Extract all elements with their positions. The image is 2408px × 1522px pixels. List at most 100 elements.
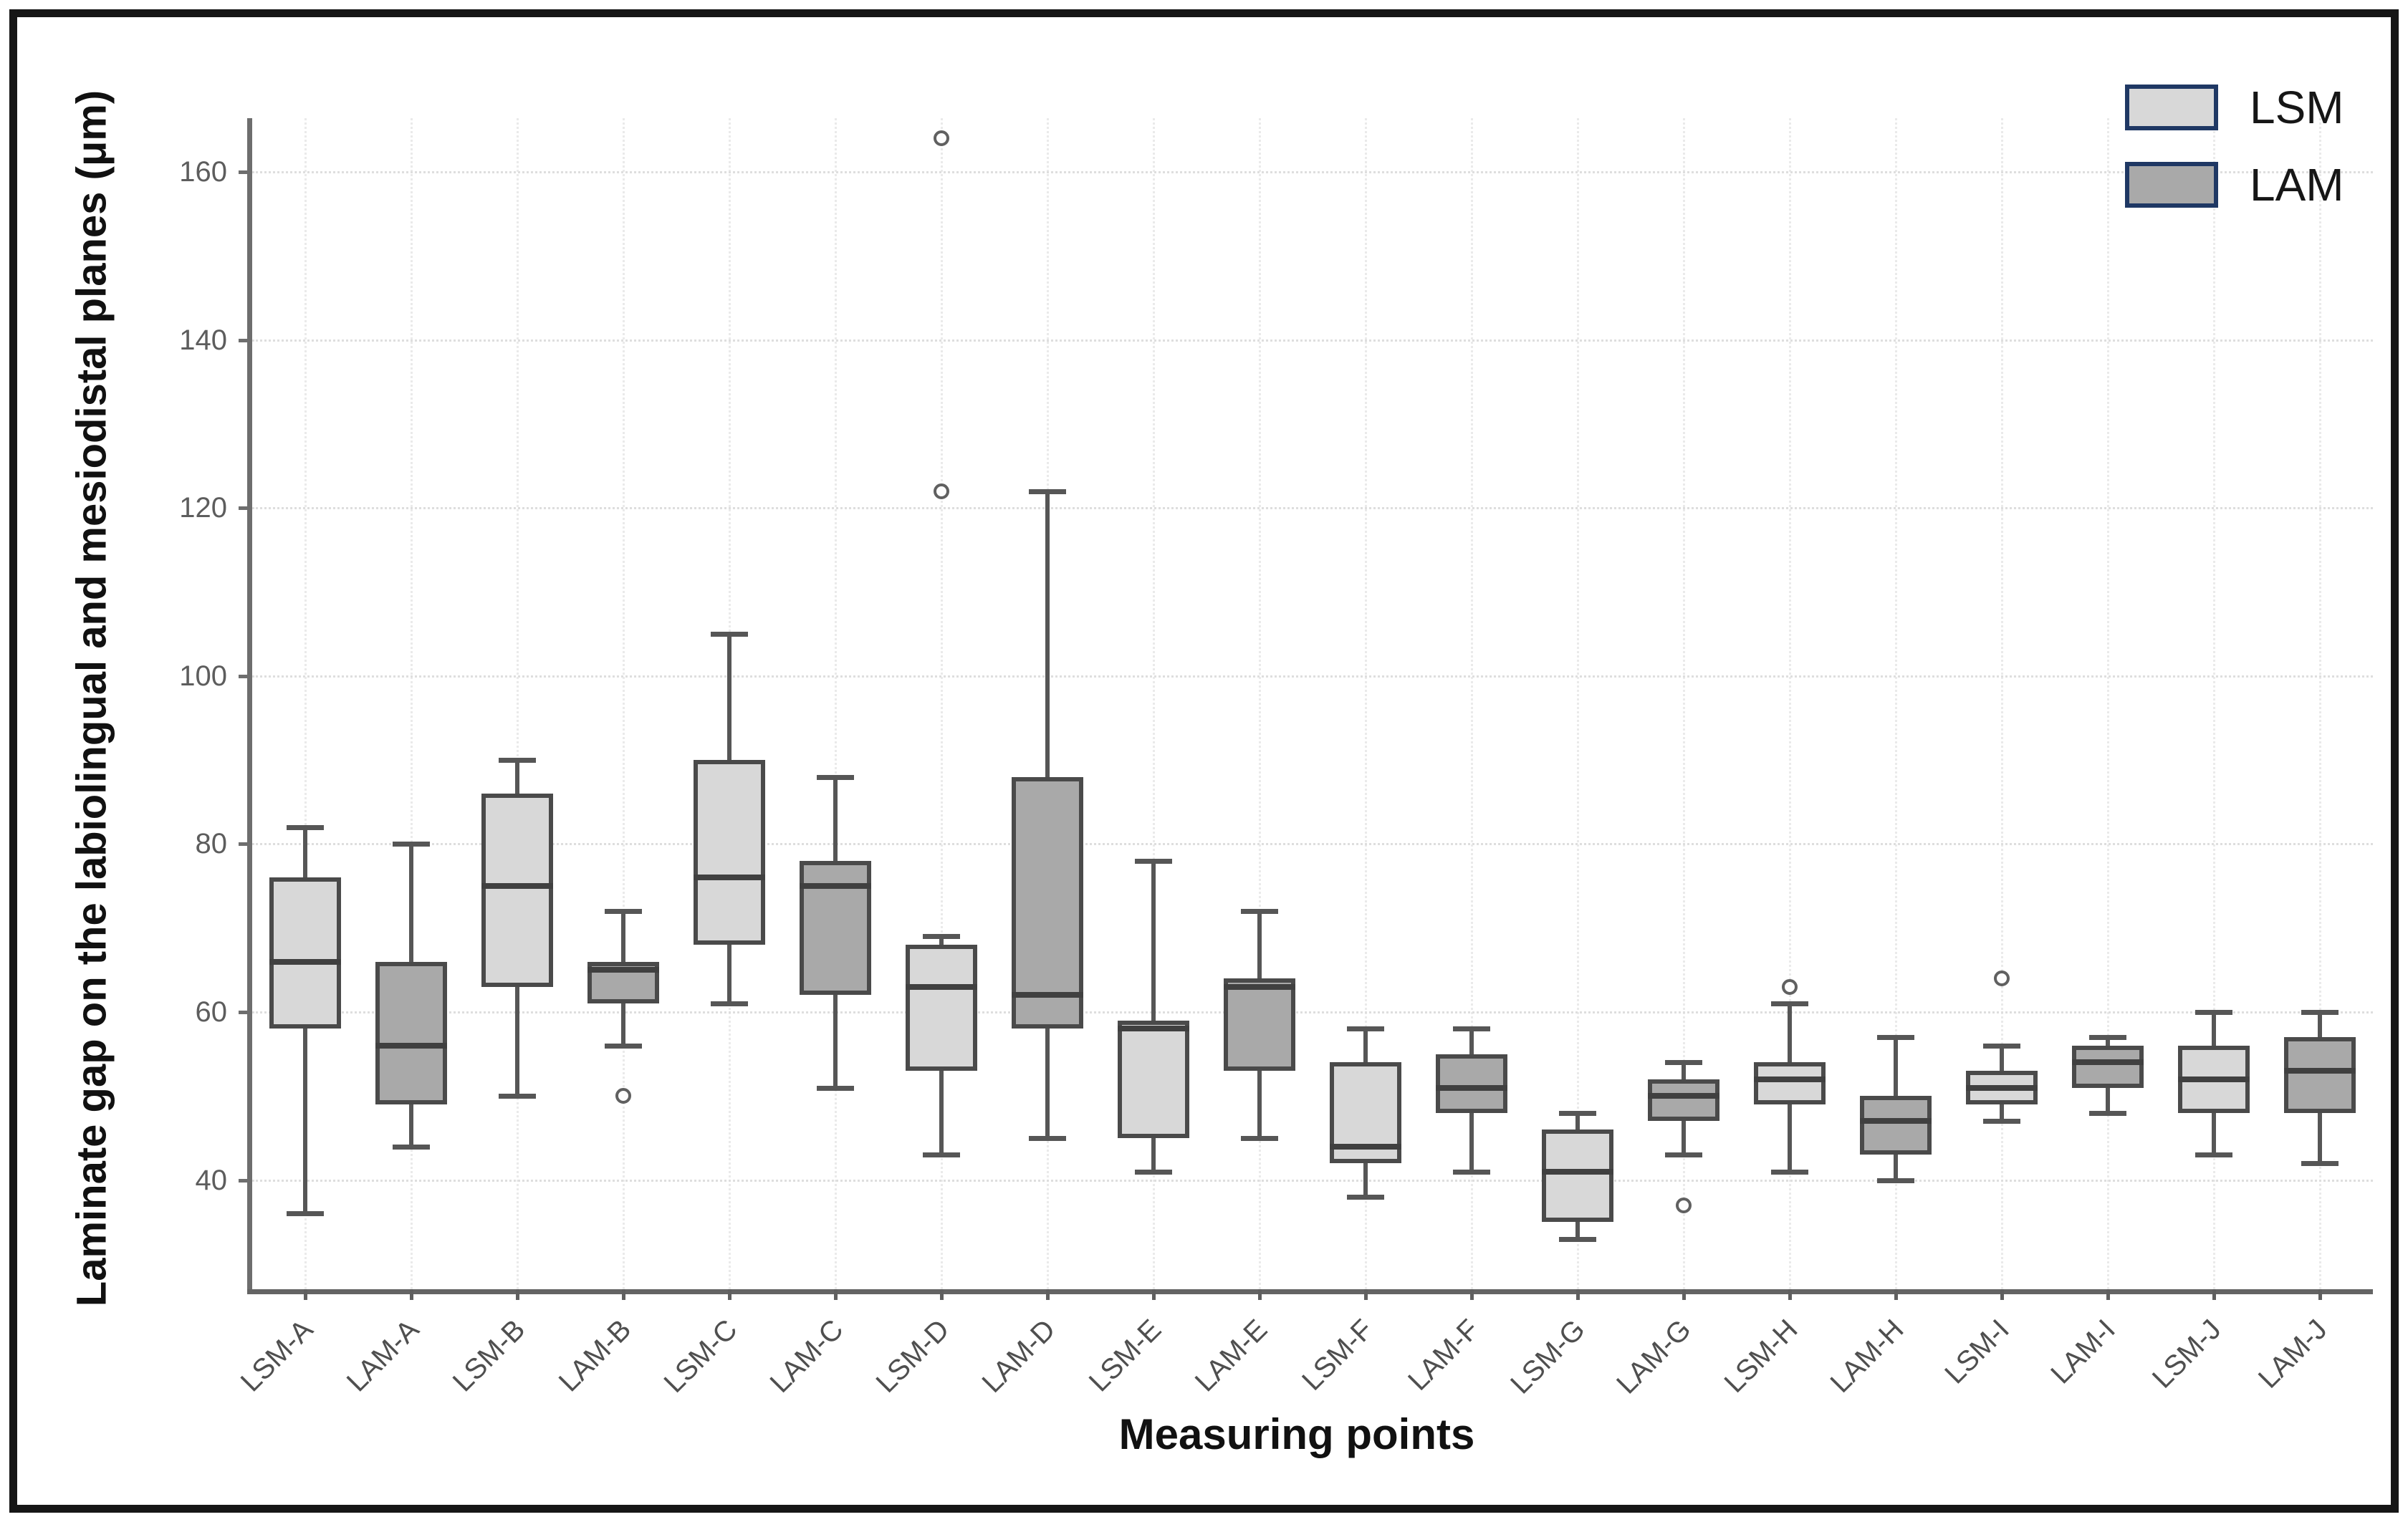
whisker-cap-lower xyxy=(1559,1236,1596,1242)
x-tick-label: LSM-A xyxy=(234,1314,320,1398)
box-lsm-b xyxy=(481,793,553,987)
whisker-cap-upper xyxy=(1347,1026,1384,1032)
y-axis-title: Laminate gap on the labiolingual and mes… xyxy=(68,90,115,1307)
median-line xyxy=(1754,1076,1826,1082)
outlier-point xyxy=(615,1088,631,1104)
x-tick-label: LSM-F xyxy=(1296,1314,1380,1397)
median-line xyxy=(1542,1168,1613,1175)
whisker-lower xyxy=(1257,1071,1262,1138)
whisker-cap-lower xyxy=(1983,1119,2020,1124)
whisker-cap-lower xyxy=(1347,1194,1384,1200)
median-line xyxy=(587,967,659,973)
whisker-upper xyxy=(2106,1037,2110,1046)
median-line xyxy=(1012,992,1083,998)
whisker-cap-lower xyxy=(1771,1169,1808,1175)
whisker-cap-upper xyxy=(2195,1009,2232,1015)
vertical-gridline xyxy=(1471,118,1473,1289)
whisker-upper xyxy=(1894,1037,1898,1097)
x-tick-label: LSM-H xyxy=(1717,1314,1804,1400)
whisker-upper xyxy=(1788,1003,1792,1063)
whisker-cap-upper xyxy=(817,774,854,780)
vertical-gridline xyxy=(304,118,307,1289)
vertical-gridline xyxy=(411,118,413,1289)
median-line xyxy=(2284,1068,2356,1074)
whisker-lower xyxy=(515,986,519,1097)
whisker-cap-upper xyxy=(1665,1060,1702,1066)
legend-swatch-lam-icon xyxy=(2125,162,2218,208)
whisker-cap-lower xyxy=(393,1144,430,1150)
whisker-cap-upper xyxy=(1877,1035,1914,1041)
median-line xyxy=(2072,1059,2144,1066)
vertical-gridline xyxy=(1577,118,1579,1289)
whisker-cap-lower xyxy=(2301,1161,2339,1167)
whisker-cap-lower xyxy=(817,1085,854,1091)
whisker-cap-lower xyxy=(1029,1135,1066,1141)
y-tick-mark xyxy=(239,1010,252,1014)
box-lam-j xyxy=(2284,1037,2356,1113)
vertical-gridline xyxy=(1365,118,1367,1289)
vertical-gridline xyxy=(835,118,837,1289)
vertical-gridline xyxy=(2001,118,2003,1289)
outlier-point xyxy=(934,483,949,499)
whisker-upper xyxy=(515,760,519,794)
whisker-cap-upper xyxy=(1983,1043,2020,1049)
whisker-upper xyxy=(2000,1045,2004,1071)
whisker-cap-upper xyxy=(923,934,960,940)
whisker-upper xyxy=(1257,911,1262,979)
whisker-upper xyxy=(727,634,731,761)
vertical-gridline xyxy=(1683,118,1685,1289)
box-lsm-d xyxy=(906,945,977,1071)
median-line xyxy=(1966,1084,2038,1091)
whisker-cap-upper xyxy=(287,824,324,830)
whisker-cap-upper xyxy=(605,909,642,915)
x-tick-label: LAM-I xyxy=(2045,1314,2122,1390)
whisker-lower xyxy=(621,1003,625,1046)
whisker-cap-lower xyxy=(923,1152,960,1158)
median-line xyxy=(1436,1084,1507,1091)
whisker-cap-upper xyxy=(499,758,536,764)
whisker-cap-upper xyxy=(1453,1026,1490,1032)
vertical-gridline xyxy=(1789,118,1791,1289)
horizontal-gridline xyxy=(252,507,2373,510)
box-lsm-e xyxy=(1118,1020,1189,1138)
x-tick-label: LSM-E xyxy=(1083,1314,1168,1398)
whisker-lower xyxy=(409,1104,413,1147)
whisker-cap-lower xyxy=(499,1094,536,1099)
box-lsm-g xyxy=(1542,1130,1613,1223)
x-tick-mark xyxy=(1470,1289,1474,1300)
median-line xyxy=(1648,1093,1719,1099)
whisker-lower xyxy=(1151,1137,1156,1172)
y-tick-label: 100 xyxy=(179,660,227,692)
legend-label-lam: LAM xyxy=(2250,159,2344,211)
whisker-lower xyxy=(939,1071,944,1155)
vertical-gridline xyxy=(941,118,943,1289)
y-tick-label: 160 xyxy=(179,156,227,188)
whisker-lower xyxy=(727,945,731,1004)
whisker-cap-lower xyxy=(1135,1169,1172,1175)
y-tick-label: 40 xyxy=(195,1164,228,1196)
vertical-gridline xyxy=(1895,118,1897,1289)
whisker-upper xyxy=(409,844,413,962)
vertical-gridline xyxy=(517,118,519,1289)
x-tick-mark xyxy=(622,1289,625,1300)
x-tick-mark xyxy=(2212,1289,2216,1300)
horizontal-gridline xyxy=(252,843,2373,846)
whisker-cap-lower xyxy=(1453,1169,1490,1175)
whisker-cap-upper xyxy=(1559,1110,1596,1116)
whisker-upper xyxy=(1575,1112,1580,1130)
x-axis-title: Measuring points xyxy=(1118,1410,1475,1458)
x-tick-mark xyxy=(1894,1289,1898,1300)
whisker-upper xyxy=(303,827,307,878)
x-tick-mark xyxy=(2000,1289,2004,1300)
x-tick-mark xyxy=(728,1289,731,1300)
whisker-cap-upper xyxy=(1029,488,1066,494)
horizontal-gridline xyxy=(252,1179,2373,1182)
outlier-point xyxy=(1676,1197,1692,1213)
box-lam-a xyxy=(375,961,447,1104)
vertical-gridline xyxy=(623,118,625,1289)
whisker-cap-upper xyxy=(393,842,430,847)
median-line xyxy=(1330,1143,1401,1150)
x-tick-mark xyxy=(1152,1289,1156,1300)
whisker-lower xyxy=(1682,1121,1686,1155)
outlier-point xyxy=(1994,970,2010,987)
